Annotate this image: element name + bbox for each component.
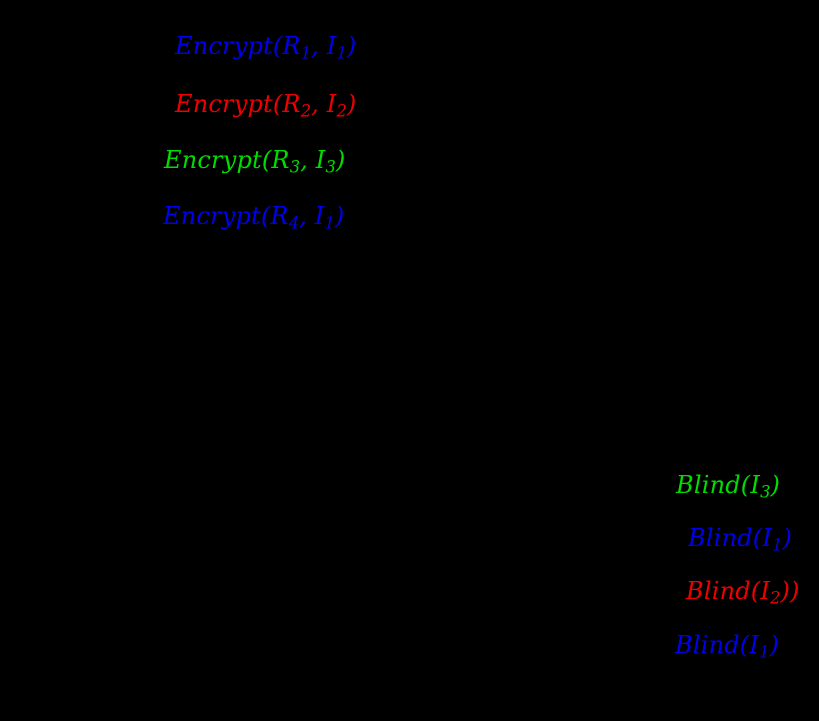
arg-subscript: 1 (759, 642, 770, 662)
close-paren: ) (769, 631, 780, 659)
function-name: Blind( (688, 524, 763, 552)
close-paren: ) (335, 146, 346, 174)
blind-call-1: Blind(I3) (676, 471, 781, 500)
function-name: Encrypt( (164, 146, 272, 174)
function-name: Blind( (686, 577, 761, 605)
arg2-subscript: 1 (336, 43, 347, 63)
function-name: Encrypt( (163, 202, 271, 230)
arg1-base: R (282, 32, 301, 60)
close-paren: ) (334, 202, 345, 230)
arg-base: I (760, 577, 771, 605)
blind-call-2: Blind(I1) (688, 524, 793, 553)
arg-subscript: 1 (772, 535, 783, 555)
arg1-base: R (270, 202, 289, 230)
arg-subscript: 3 (760, 482, 771, 502)
arg1-subscript: 2 (300, 101, 312, 121)
blind-call-3: Blind(I2)) (686, 577, 800, 606)
arg2-subscript: 3 (325, 157, 336, 177)
function-name: Blind( (676, 471, 751, 499)
separator: , (299, 202, 315, 230)
encrypt-call-4: Encrypt(R4, I1) (163, 202, 345, 231)
arg2-base: I (314, 202, 325, 230)
close-paren: ) (770, 471, 781, 499)
arg1-subscript: 4 (288, 213, 300, 233)
separator: , (311, 32, 327, 60)
close-paren: )) (780, 577, 800, 605)
function-name: Encrypt( (175, 32, 283, 60)
arg2-subscript: 2 (336, 101, 347, 121)
function-name: Encrypt( (175, 90, 283, 118)
encrypt-call-3: Encrypt(R3, I3) (164, 146, 346, 175)
arg2-base: I (326, 32, 337, 60)
arg-base: I (750, 471, 761, 499)
blind-call-4: Blind(I1) (675, 631, 780, 660)
close-paren: ) (346, 32, 357, 60)
arg2-base: I (326, 90, 337, 118)
encrypt-call-2: Encrypt(R2, I2) (175, 90, 357, 119)
function-name: Blind( (675, 631, 750, 659)
arg2-base: I (315, 146, 326, 174)
close-paren: ) (346, 90, 357, 118)
arg1-base: R (282, 90, 301, 118)
separator: , (311, 90, 327, 118)
arg1-base: R (271, 146, 290, 174)
arg-base: I (749, 631, 760, 659)
arg2-subscript: 1 (324, 213, 335, 233)
arg-base: I (762, 524, 773, 552)
arg1-subscript: 3 (289, 157, 301, 177)
close-paren: ) (782, 524, 793, 552)
arg1-subscript: 1 (300, 43, 312, 63)
separator: , (300, 146, 316, 174)
arg-subscript: 2 (770, 588, 781, 608)
encrypt-call-1: Encrypt(R1, I1) (175, 32, 357, 61)
